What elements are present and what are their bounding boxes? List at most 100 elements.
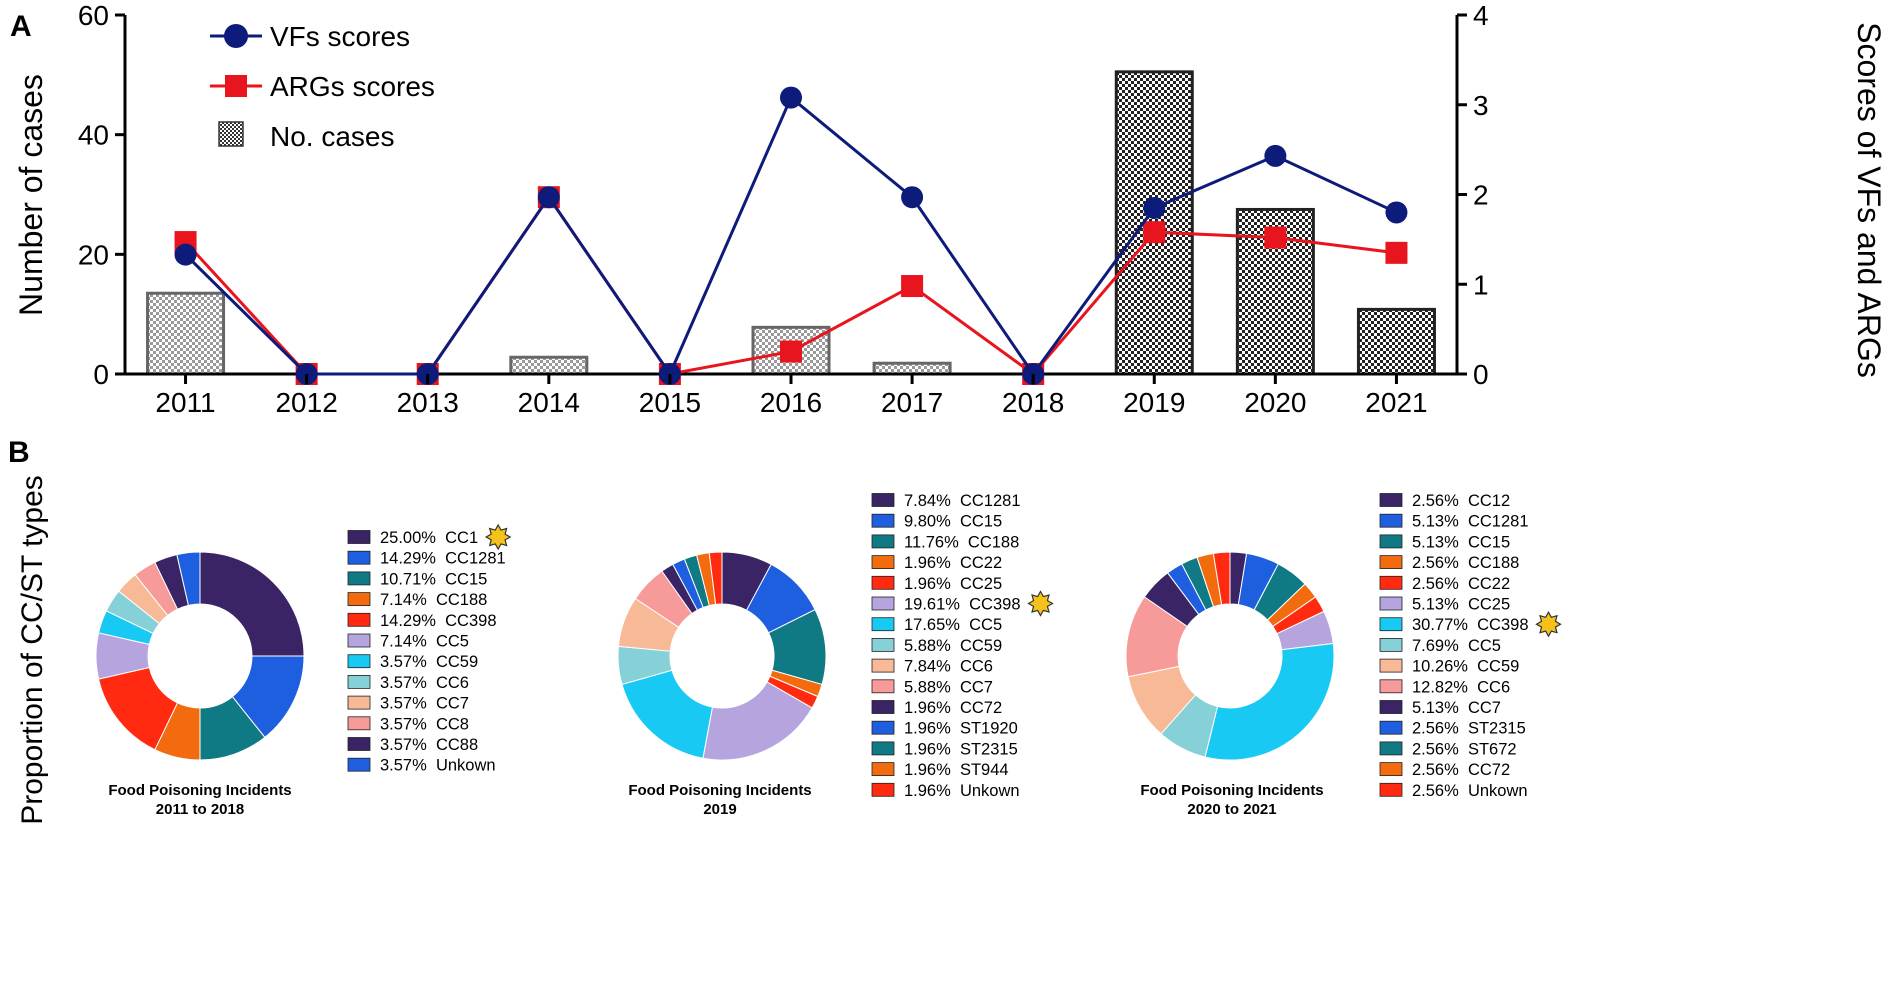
- legend-entry: 5.88% CC59: [904, 637, 1002, 655]
- legend-entry: 1.96% CC72: [904, 699, 1002, 717]
- right-axis-title: Scores of VFs and ARGs: [1851, 22, 1887, 378]
- donut-title-line1: Food Poisoning Incidents: [628, 782, 811, 799]
- legend-entry: 1.96% ST1920: [904, 720, 1018, 738]
- legend-entry: 3.57% CC8: [380, 715, 469, 733]
- right-tick-label: 0: [1473, 359, 1489, 390]
- legend-swatch: [1379, 575, 1403, 590]
- donut-chart-1: Food Poisoning Incidents 2011 to 2018 25.0…: [95, 523, 512, 818]
- right-tick-label: 3: [1473, 90, 1489, 121]
- donut-slice: [176, 551, 201, 606]
- legend-entry: 11.76% CC188: [904, 533, 1019, 551]
- donut-slice: [621, 669, 714, 759]
- legend-swatch: [871, 534, 895, 549]
- x-tick-label: 2018: [1002, 387, 1064, 418]
- legend-swatch: [347, 612, 371, 627]
- args-point-2019: [1143, 221, 1166, 244]
- bar-2014: [509, 355, 589, 376]
- legend-entry: 10.71% CC15: [380, 570, 487, 588]
- legend-entry: 7.84% CC6: [904, 658, 993, 676]
- legend-swatch: [347, 550, 371, 565]
- legend-swatch: [1379, 679, 1403, 694]
- x-tick-label: 2015: [639, 387, 701, 418]
- legend-args-label: ARGs scores: [270, 71, 435, 102]
- legend-swatch: [871, 700, 895, 714]
- legend-swatch: [871, 638, 895, 652]
- legend-swatch: [347, 737, 371, 751]
- legend-entry: 5.13% CC25: [1412, 596, 1510, 614]
- legend-entry: 30.77% CC398: [1412, 616, 1529, 634]
- legend-entry: 17.65% CC5: [904, 616, 1002, 634]
- legend-cases-label: No. cases: [270, 121, 395, 152]
- legend-swatch: [347, 716, 371, 731]
- args-point-2017: [901, 275, 924, 298]
- legend-entry: 14.29% CC1281: [380, 550, 506, 568]
- donut-chart-3: Food Poisoning Incidents 2020 to 2021 2.56…: [1125, 492, 1562, 818]
- donut-title-line2: 2011 to 2018: [156, 801, 244, 818]
- legend-entry: 3.57% Unkown: [380, 757, 496, 775]
- donut-legend-3: 2.56% CC12 5.13% CC1281 5.13% CC15 2.56% CC…: [1379, 492, 1562, 800]
- args-point-2020: [1264, 226, 1287, 249]
- legend-entry: 3.57% CC7: [380, 695, 469, 713]
- highlight-star-icon: [1027, 590, 1054, 617]
- legend-entry: 1.96% Unkown: [904, 782, 1020, 800]
- legend-entry: 5.13% CC1281: [1412, 513, 1529, 531]
- left-tick-label: 40: [78, 120, 109, 151]
- args-point-2016: [780, 340, 802, 363]
- left-tick-label: 0: [93, 359, 109, 390]
- bar-2017: [872, 361, 952, 376]
- donut-title-line2: 2019: [703, 801, 736, 818]
- legend-entry: 10.26% CC59: [1412, 658, 1519, 676]
- legend-entry: 2.56% CC22: [1412, 575, 1510, 593]
- right-tick-label: 4: [1473, 0, 1489, 31]
- x-tick-label: 2021: [1365, 387, 1427, 418]
- x-tick-label: 2017: [881, 387, 943, 418]
- legend-entry: 7.14% CC188: [380, 591, 487, 609]
- legend-swatch: [1379, 658, 1403, 673]
- legend-swatch: [1379, 782, 1403, 797]
- legend-swatch: [347, 695, 371, 710]
- legend-swatch: [871, 513, 895, 528]
- right-tick-label: 1: [1473, 269, 1489, 300]
- legend-swatch: [1379, 513, 1403, 528]
- legend-entry: 5.88% CC7: [904, 678, 993, 696]
- vfs-point-2020: [1264, 144, 1287, 167]
- donut-slice: [708, 551, 723, 605]
- donut-slice: [1204, 642, 1335, 761]
- donut-slice: [199, 551, 305, 657]
- legend-cases-swatch: [218, 121, 244, 147]
- legend-swatch: [347, 530, 371, 544]
- donut-legend-2: 7.84% CC1281 9.80% CC15 11.76% CC188 1.96% …: [871, 492, 1054, 800]
- legend-vfs-marker: [224, 24, 248, 48]
- legend-entry: 2.56% ST2315: [1412, 720, 1526, 738]
- bar-2021: [1356, 307, 1436, 376]
- legend-entry: 12.82% CC6: [1412, 678, 1510, 696]
- legend-entry: 5.13% CC15: [1412, 533, 1510, 551]
- legend-vfs-label: VFs scores: [270, 21, 410, 52]
- legend-args: ARGs scores: [210, 71, 435, 102]
- legend-swatch: [1379, 493, 1403, 507]
- bars: [146, 70, 1436, 376]
- vfs-point-2017: [901, 186, 924, 209]
- vfs-point-2021: [1385, 201, 1408, 224]
- legend-swatch: [1379, 720, 1403, 735]
- legend-swatch: [871, 658, 895, 673]
- legend-args-marker: [225, 75, 247, 97]
- legend-swatch: [1379, 638, 1403, 652]
- donut-slice: [1212, 551, 1231, 606]
- legend-swatch: [347, 571, 371, 586]
- legend-entry: 2.56% CC188: [1412, 554, 1519, 572]
- x-tick-label: 2020: [1244, 387, 1306, 418]
- legend-swatch: [1379, 617, 1403, 632]
- legend-entry: 3.57% CC59: [380, 653, 478, 671]
- donut-title-line2: 2020 to 2021: [1187, 801, 1276, 818]
- legend-swatch: [347, 592, 371, 606]
- x-tick-label: 2012: [275, 387, 337, 418]
- vfs-point-2019: [1143, 196, 1166, 219]
- right-tick-label: 2: [1473, 180, 1489, 211]
- legend-entry: 2.56% CC12: [1412, 492, 1510, 510]
- donut-title-line1: Food Poisoning Incidents: [1140, 782, 1323, 799]
- legend-entry: 25.00% CC1: [380, 529, 478, 547]
- vfs-point-2016: [780, 86, 802, 109]
- legend: VFs scores ARGs scores No. cases: [210, 21, 435, 152]
